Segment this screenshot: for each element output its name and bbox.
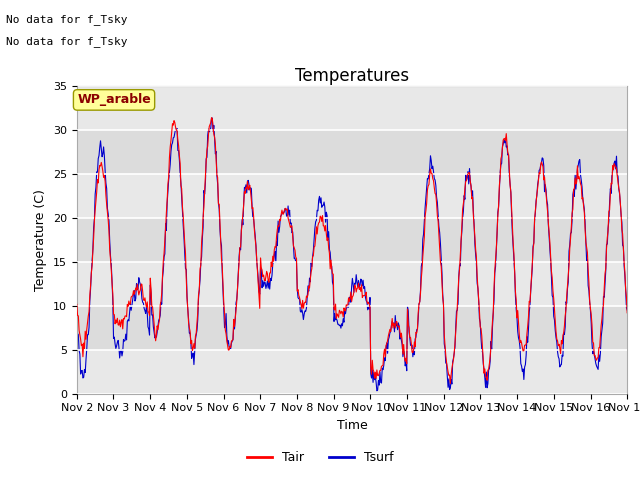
Bar (77, 174, 627, 218)
Bar (77, 306, 627, 350)
Tsurf (209, 115, 216, 121)
Tair (195, 287, 203, 293)
Tair (208, 115, 216, 120)
Bar (77, 218, 627, 262)
Tsurf (73, 312, 81, 318)
X-axis label: Time: Time (337, 419, 367, 432)
Tsurf (420, 218, 428, 224)
Tsurf (623, 307, 631, 313)
Bar (77, 130, 627, 174)
Text: No data for f_Tsky: No data for f_Tsky (6, 14, 128, 25)
Tair (140, 297, 147, 302)
Tair (623, 310, 631, 316)
Tair (420, 243, 428, 249)
Tsurf (373, 388, 381, 394)
Tsurf (436, 240, 444, 246)
Tair (436, 246, 444, 252)
Line: Tsurf: Tsurf (77, 118, 627, 391)
Y-axis label: Temperature (C): Temperature (C) (35, 189, 47, 291)
Text: WP_arable: WP_arable (77, 94, 151, 107)
Line: Tair: Tair (77, 118, 627, 384)
Tsurf (195, 287, 203, 292)
Bar (77, 262, 627, 306)
Legend: Tair, Tsurf: Tair, Tsurf (242, 446, 398, 469)
Tsurf (140, 300, 147, 306)
Title: Temperatures: Temperatures (295, 67, 409, 85)
Bar (77, 86, 627, 130)
Tair (225, 347, 233, 353)
Tsurf (225, 344, 233, 350)
Tair (73, 301, 81, 307)
Tair (447, 381, 454, 386)
Tsurf (83, 346, 91, 352)
Text: No data for f_Tsky: No data for f_Tsky (6, 36, 128, 47)
Tair (83, 326, 91, 332)
Bar (77, 350, 627, 394)
